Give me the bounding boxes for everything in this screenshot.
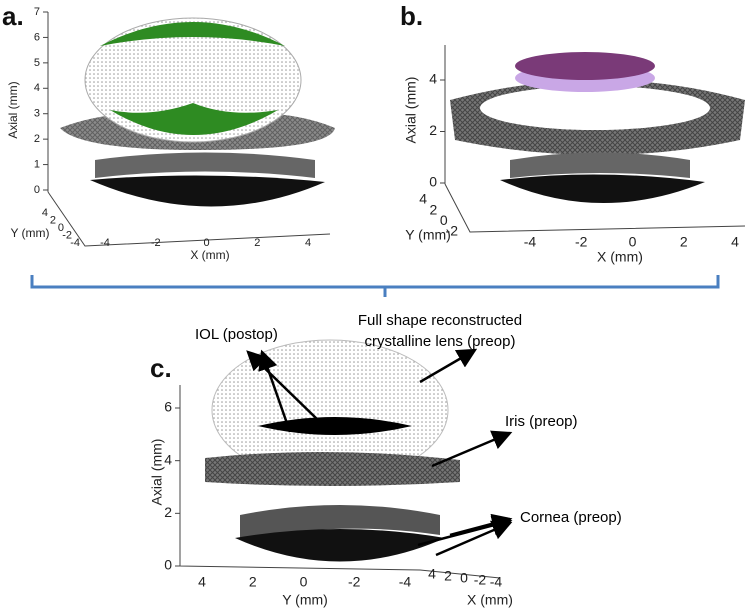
x-tick-label: -2 [151, 237, 161, 249]
y-tick-label: 2 [50, 214, 56, 226]
z-axis-label: Axial (mm) [149, 439, 165, 506]
x-tick-label: -2 [474, 572, 487, 588]
y-tick-label: 2 [430, 201, 438, 217]
x-tick-label: 4 [428, 566, 436, 582]
x-tick-label: 4 [731, 234, 739, 250]
z-tick-label: 6 [34, 31, 40, 43]
panel-a-drawing [60, 17, 335, 207]
annotation: crystalline lens (preop) [365, 333, 516, 350]
annotation: Cornea (preop) [520, 509, 622, 526]
annotation: Full shape reconstructed [358, 312, 522, 329]
z-tick-label: 0 [429, 174, 437, 190]
x-tick-label: 4 [305, 237, 311, 249]
panel-label: b. [400, 1, 423, 31]
y-axis-label: Y (mm) [10, 226, 49, 240]
y-tick-label: -2 [62, 229, 72, 241]
z-tick-label: 2 [164, 504, 172, 520]
z-tick-label: 3 [34, 108, 40, 120]
y-tick-label: -2 [446, 223, 459, 239]
x-tick-label: -4 [490, 574, 503, 590]
y-tick-label: -2 [348, 574, 361, 590]
y-tick-label: 0 [300, 574, 308, 590]
y-tick-label: 4 [419, 191, 427, 207]
x-tick-label: 2 [254, 237, 260, 249]
panel-b-drawing [450, 52, 745, 204]
x-axis-label: X (mm) [467, 592, 513, 608]
z-tick-label: 0 [34, 184, 40, 196]
y-tick-label: 4 [198, 574, 206, 590]
z-tick-label: 0 [164, 557, 172, 573]
annotation: IOL (postop) [195, 326, 278, 343]
z-tick-label: 4 [34, 82, 40, 94]
z-tick-label: 1 [34, 158, 40, 170]
x-tick-label: -4 [524, 234, 537, 250]
x-tick-label: 2 [680, 234, 688, 250]
panel-c-drawing [205, 339, 513, 562]
x-tick-label: 0 [629, 234, 637, 250]
x-tick-label: -4 [100, 237, 110, 249]
y-axis-label: Y (mm) [282, 592, 328, 608]
x-axis-label: X (mm) [190, 248, 229, 262]
z-tick-label: 6 [164, 399, 172, 415]
bracket [30, 275, 720, 297]
y-tick-label: 4 [42, 207, 48, 219]
y-tick-label: 0 [440, 212, 448, 228]
y-tick-label: -4 [399, 574, 412, 590]
axis-lines [47, 12, 746, 579]
y-tick-label: 2 [249, 574, 257, 590]
z-tick-label: 5 [34, 57, 40, 69]
x-tick-label: 0 [460, 570, 468, 586]
annotation: Iris (preop) [505, 413, 578, 430]
z-axis-label: Axial (mm) [403, 77, 419, 144]
z-tick-label: 2 [429, 122, 437, 138]
y-tick-label: 0 [58, 222, 64, 234]
x-tick-label: 2 [444, 568, 452, 584]
z-tick-label: 4 [429, 71, 437, 87]
y-tick-label: -4 [70, 237, 80, 249]
x-axis-label: X (mm) [597, 249, 643, 265]
panel-label: c. [150, 353, 172, 383]
z-axis-label: Axial (mm) [6, 81, 20, 138]
x-tick-label: -2 [575, 234, 588, 250]
z-tick-label: 2 [34, 133, 40, 145]
x-tick-label: 0 [203, 237, 209, 249]
z-tick-label: 4 [164, 451, 172, 467]
y-axis-label: Y (mm) [405, 227, 451, 243]
panel-label: a. [2, 1, 24, 31]
z-tick-label: 7 [34, 6, 40, 18]
